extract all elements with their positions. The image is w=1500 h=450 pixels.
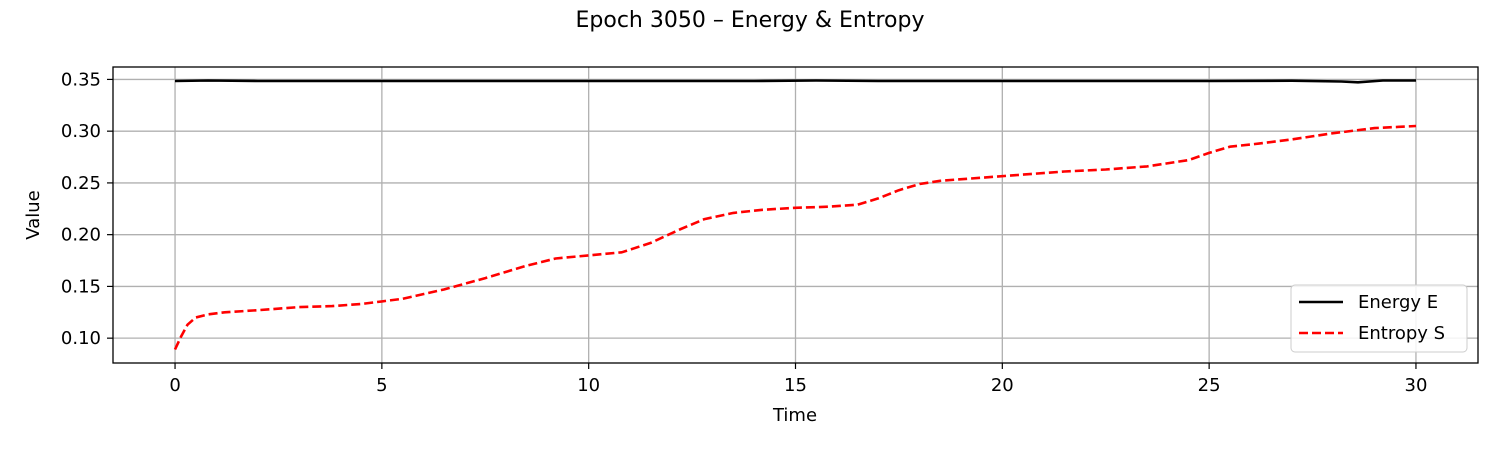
y-tick-label: 0.15 — [61, 276, 101, 297]
chart-title: Epoch 3050 – Energy & Entropy — [576, 8, 925, 33]
x-tick-label: 10 — [577, 375, 600, 396]
y-tick-label: 0.30 — [61, 121, 101, 142]
legend-label-entropy: Entropy S — [1358, 323, 1445, 344]
series-line-energy — [174, 79, 1416, 84]
x-axis-label: Time — [772, 405, 817, 426]
y-axis-label: Value — [23, 190, 44, 239]
x-tick-label: 15 — [784, 375, 807, 396]
x-tick-label: 5 — [376, 375, 387, 396]
y-tick-label: 0.25 — [61, 173, 101, 194]
series-line-entropy — [173, 124, 1417, 351]
legend-label-energy: Energy E — [1358, 292, 1438, 313]
x-tick-label: 0 — [169, 375, 180, 396]
x-tick-label: 30 — [1405, 375, 1428, 396]
y-axis: 0.10 0.15 0.20 0.25 0.30 0.35 — [61, 69, 113, 349]
y-tick-label: 0.35 — [61, 69, 101, 90]
series-layer — [173, 79, 1417, 351]
y-tick-label: 0.10 — [61, 328, 101, 349]
legend: Energy E Entropy S — [1290, 284, 1468, 353]
y-tick-label: 0.20 — [61, 225, 101, 246]
grid — [113, 67, 1478, 363]
x-tick-label: 25 — [1198, 375, 1221, 396]
x-tick-label: 20 — [991, 375, 1014, 396]
x-axis: 0 5 10 15 20 25 30 — [169, 363, 1427, 396]
